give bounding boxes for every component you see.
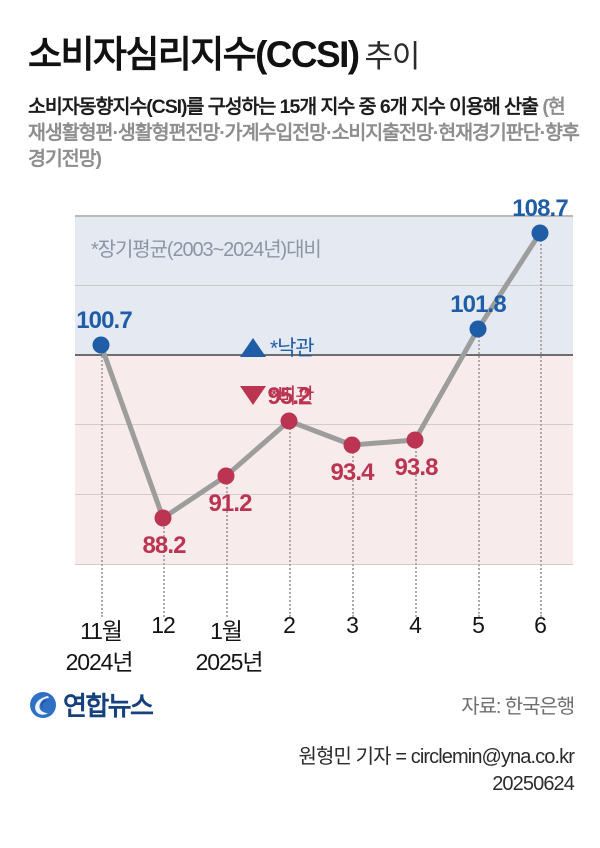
- logo-text: 연합뉴스: [63, 691, 154, 721]
- data-label-3: 91.2: [208, 490, 252, 517]
- x-year-label-2024: 2024년: [65, 649, 134, 675]
- gridline-110: [75, 215, 573, 217]
- triangle-up-icon: [240, 337, 266, 357]
- byline: 원형민 기자 = circlemin@yna.co.kr 20250624: [299, 744, 575, 798]
- subtitle-strong: 소비자동향지수(CSI)를 구성하는 15개 지수 중 6개 지수 이용해 산출: [28, 96, 539, 118]
- gridline-95: [75, 424, 573, 425]
- source-label: 자료: 한국은행: [461, 696, 575, 718]
- x-axis: 11월 12 1월 2 3 4 5 6 2024년 2025년: [0, 612, 600, 682]
- x-tick-label-2: 12: [151, 612, 176, 638]
- gridline-105: [75, 285, 573, 286]
- x-tick-label-6: 4: [409, 612, 422, 638]
- series-line: [98, 230, 543, 521]
- legend-label-pessimistic: *비관: [270, 385, 315, 408]
- byline-reporter: 원형민 기자 = circlemin@yna.co.kr: [298, 746, 575, 768]
- x-tick-label-5: 3: [346, 612, 359, 638]
- yonhap-swirl-icon: [30, 691, 56, 718]
- x-tick-label-1: 11월: [80, 618, 123, 644]
- data-label-4: 95.2: [267, 383, 311, 410]
- vguide-1: [101, 345, 103, 617]
- gridline-85: [75, 564, 573, 565]
- plot-area: 110 105 100 95 90 85 *장기평균(2003~2024년)대비…: [75, 195, 573, 617]
- chart-note: *장기평균(2003~2024년)대비: [91, 239, 322, 261]
- data-point-2[interactable]: [154, 509, 172, 527]
- x-tick-label-4: 2: [283, 612, 296, 638]
- data-point-5[interactable]: [343, 436, 361, 454]
- gridline-100: [75, 354, 573, 356]
- data-label-2: 88.2: [142, 532, 186, 559]
- data-label-6: 93.8: [394, 454, 438, 481]
- legend-label-optimistic: *낙관: [270, 337, 315, 360]
- data-point-7[interactable]: [469, 320, 487, 338]
- chart: 110 105 100 95 90 85 *장기평균(2003~2024년)대비…: [0, 195, 600, 620]
- vguide-8: [540, 233, 542, 617]
- footer: 연합뉴스 자료: 한국은행 원형민 기자 = circlemin@yna.co.…: [0, 678, 600, 848]
- vguide-4: [289, 421, 291, 617]
- yonhap-logo: 연합뉴스: [28, 686, 154, 723]
- x-tick-label-3: 1월: [210, 618, 243, 644]
- data-point-8[interactable]: [531, 224, 549, 242]
- title-main: 소비자심리지수(CCSI): [28, 34, 360, 75]
- byline-date: 20250624: [492, 773, 575, 795]
- title-sub: 추이: [364, 39, 421, 74]
- legend-optimistic: *낙관: [240, 332, 315, 362]
- gridline-90: [75, 494, 573, 495]
- x-year-label-2025: 2025년: [195, 649, 264, 675]
- x-tick-label-8: 6: [534, 612, 547, 638]
- triangle-down-icon: [240, 385, 266, 405]
- x-tick-label-7: 5: [472, 612, 485, 638]
- band-pessimistic: [75, 355, 573, 565]
- data-point-4[interactable]: [280, 412, 298, 430]
- legend-pessimistic: *비관: [240, 380, 315, 410]
- data-label-1: 100.7: [76, 307, 132, 334]
- vguide-6: [415, 440, 417, 617]
- data-label-7: 101.8: [450, 291, 506, 318]
- data-point-1[interactable]: [92, 336, 110, 354]
- data-label-5: 93.4: [330, 459, 374, 486]
- subtitle: 소비자동향지수(CSI)를 구성하는 15개 지수 중 6개 지수 이용해 산출…: [28, 94, 580, 172]
- vguide-7: [478, 329, 480, 617]
- subtitle-gray: (현재생활형편·생활형편전망·가계수입전망·소비지출전망·현재경기판단·향후경기…: [28, 96, 580, 170]
- vguide-5: [352, 445, 354, 617]
- page-title: 소비자심리지수(CCSI) 추이: [28, 24, 421, 78]
- data-point-6[interactable]: [406, 431, 424, 449]
- vguide-3: [226, 476, 228, 617]
- data-point-3[interactable]: [217, 467, 235, 485]
- data-label-8: 108.7: [512, 195, 568, 222]
- vguide-2: [163, 518, 165, 617]
